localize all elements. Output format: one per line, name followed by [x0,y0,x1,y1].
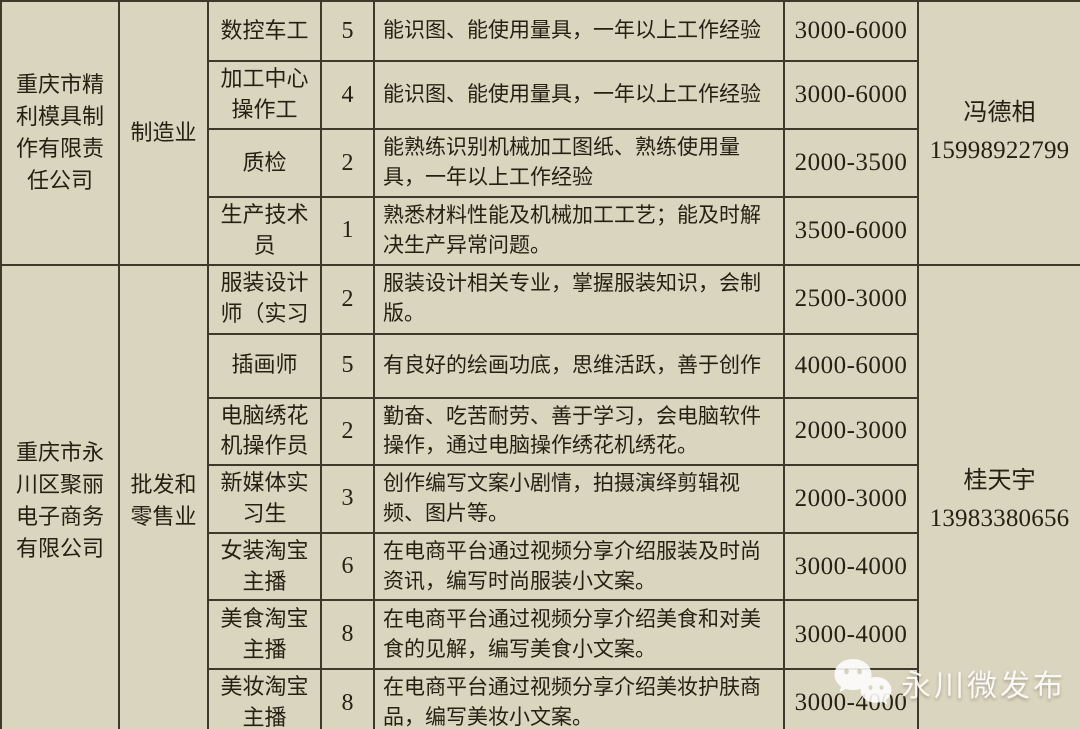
headcount-cell: 4 [320,60,375,130]
requirements-cell: 能识图、能使用量具，一年以上工作经验 [373,0,785,62]
job-title-cell: 女装淘宝主播 [207,531,322,602]
table-row: 重庆市永川区聚丽电子商务有限公司 批发和零售业 服装设计师（实习 2 服装设计相… [0,263,1080,729]
salary-cell: 2000-3500 [783,128,919,198]
salary-cell: 3000-6000 [783,60,919,130]
headcount-cell: 3 [320,464,375,534]
table-row: 重庆市精利模具制作有限责任公司 制造业 数控车工 5 能识图、能使用量具，一年以… [0,0,1080,266]
requirements-cell: 有良好的绘画功底，思维活跃，善于创作 [373,332,785,399]
job-title-cell: 加工中心操作工 [207,60,322,130]
salary-cell: 3000-4000 [783,599,919,671]
salary-cell: 3000-4000 [783,531,919,602]
headcount-cell: 5 [320,0,375,62]
headcount-cell: 5 [320,332,375,399]
job-title-cell: 美食淘宝主播 [207,599,322,671]
table-row: 女装淘宝主播 6 在电商平台通过视频分享介绍服装及时尚资讯，编写时尚服装小文案。… [1,531,1080,602]
job-title-cell: 电脑绣花机操作员 [207,396,322,467]
contact-phone: 15998922799 [929,137,1070,165]
salary-cell: 3500-6000 [783,196,919,266]
table-row: 插画师 5 有良好的绘画功底，思维活跃，善于创作 4000-6000 [1,332,1080,399]
table-row: 美妆淘宝主播 8 在电商平台通过视频分享介绍美妆护肤商品，编写美妆小文案。 30… [1,668,1080,729]
contact-cell: 冯德相 15998922799 [917,0,1080,266]
requirements-cell: 服装设计相关专业，掌握服装知识，会制版。 [373,263,785,335]
salary-cell: 4000-6000 [783,332,919,399]
headcount-cell: 2 [320,263,375,335]
table-row: 美食淘宝主播 8 在电商平台通过视频分享介绍美食和对美食的见解，编写美食小文案。… [1,599,1080,671]
requirements-cell: 能熟练识别机械加工图纸、熟练使用量具，一年以上工作经验 [373,128,785,198]
table-row: 加工中心操作工 4 能识图、能使用量具，一年以上工作经验 3000-6000 [1,60,1080,130]
job-title-cell: 美妆淘宝主播 [207,668,322,729]
requirements-cell: 熟悉材料性能及机械加工工艺；能及时解决生产异常问题。 [373,196,785,266]
table-row: 电脑绣花机操作员 2 勤奋、吃苦耐劳、善于学习，会电脑软件操作，通过电脑操作绣花… [1,396,1080,467]
job-title-cell: 质检 [207,128,322,198]
job-title-cell: 新媒体实习生 [207,464,322,534]
company-cell: 重庆市永川区聚丽电子商务有限公司 [0,263,120,729]
table-row: 生产技术员 1 熟悉材料性能及机械加工工艺；能及时解决生产异常问题。 3500-… [1,196,1080,266]
headcount-cell: 2 [320,396,375,467]
salary-cell: 3000-6000 [783,0,919,62]
company-cell: 重庆市精利模具制作有限责任公司 [0,0,120,266]
headcount-cell: 8 [320,599,375,671]
job-title-cell: 插画师 [207,332,322,399]
job-title-cell: 数控车工 [207,0,322,62]
headcount-cell: 1 [320,196,375,266]
requirements-cell: 在电商平台通过视频分享介绍服装及时尚资讯，编写时尚服装小文案。 [373,531,785,602]
industry-cell: 批发和零售业 [118,263,209,729]
industry-cell: 制造业 [118,0,209,266]
contact-name: 冯德相 [963,99,1036,126]
salary-cell: 2000-3000 [783,464,919,534]
requirements-cell: 在电商平台通过视频分享介绍美妆护肤商品，编写美妆小文案。 [373,668,785,729]
requirements-cell: 能识图、能使用量具，一年以上工作经验 [373,60,785,130]
contact-name: 桂天宇 [963,467,1036,494]
requirements-cell: 创作编写文案小剧情，拍摄演绎剪辑视频、图片等。 [373,464,785,534]
contact-phone: 13983380656 [929,505,1070,532]
table-row: 质检 2 能熟练识别机械加工图纸、熟练使用量具，一年以上工作经验 2000-35… [1,128,1080,198]
contact-cell: 桂天宇 13983380656 [917,263,1080,729]
headcount-cell: 2 [320,128,375,198]
salary-cell: 2000-3000 [783,396,919,467]
job-title-cell: 生产技术员 [207,196,322,266]
table-row: 新媒体实习生 3 创作编写文案小剧情，拍摄演绎剪辑视频、图片等。 2000-30… [1,464,1080,534]
salary-cell: 2500-3000 [783,263,919,335]
headcount-cell: 6 [320,531,375,602]
salary-cell: 3000-4000 [783,668,919,729]
headcount-cell: 8 [320,668,375,729]
job-title-cell: 服装设计师（实习 [207,263,322,335]
requirements-cell: 在电商平台通过视频分享介绍美食和对美食的见解，编写美食小文案。 [373,599,785,671]
requirements-cell: 勤奋、吃苦耐劳、善于学习，会电脑软件操作，通过电脑操作绣花机绣花。 [373,396,785,467]
